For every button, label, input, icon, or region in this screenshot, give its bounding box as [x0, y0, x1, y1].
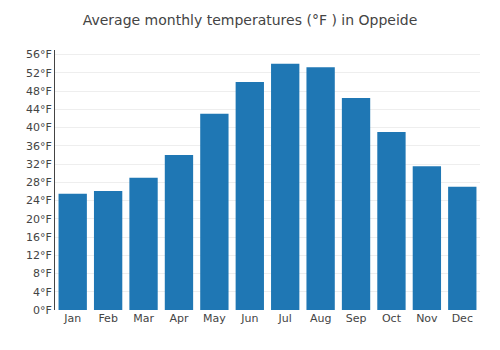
svg-text:28°F: 28°F: [26, 176, 52, 189]
svg-text:Aug: Aug: [310, 312, 331, 325]
svg-text:56°F: 56°F: [26, 48, 52, 61]
svg-text:Mar: Mar: [133, 312, 154, 325]
svg-text:40°F: 40°F: [26, 121, 52, 134]
svg-text:Oct: Oct: [382, 312, 402, 325]
svg-text:Jul: Jul: [278, 312, 292, 325]
svg-text:20°F: 20°F: [26, 213, 52, 226]
svg-text:Feb: Feb: [98, 312, 117, 325]
svg-text:Dec: Dec: [452, 312, 473, 325]
svg-text:0°F: 0°F: [33, 304, 52, 317]
svg-text:8°F: 8°F: [33, 267, 52, 280]
svg-text:Nov: Nov: [416, 312, 438, 325]
svg-text:May: May: [203, 312, 226, 325]
svg-text:32°F: 32°F: [26, 158, 52, 171]
svg-text:Jan: Jan: [63, 312, 81, 325]
svg-text:24°F: 24°F: [26, 194, 52, 207]
svg-text:36°F: 36°F: [26, 140, 52, 153]
svg-text:Apr: Apr: [169, 312, 189, 325]
svg-text:12°F: 12°F: [26, 249, 52, 262]
svg-text:52°F: 52°F: [26, 67, 52, 80]
svg-text:Jun: Jun: [240, 312, 258, 325]
svg-text:4°F: 4°F: [33, 286, 52, 299]
svg-text:Average monthly temperatures (: Average monthly temperatures (°F ) in Op…: [83, 12, 418, 28]
svg-text:16°F: 16°F: [26, 231, 52, 244]
svg-text:Sep: Sep: [346, 312, 367, 325]
svg-text:44°F: 44°F: [26, 103, 52, 116]
svg-text:48°F: 48°F: [26, 85, 52, 98]
